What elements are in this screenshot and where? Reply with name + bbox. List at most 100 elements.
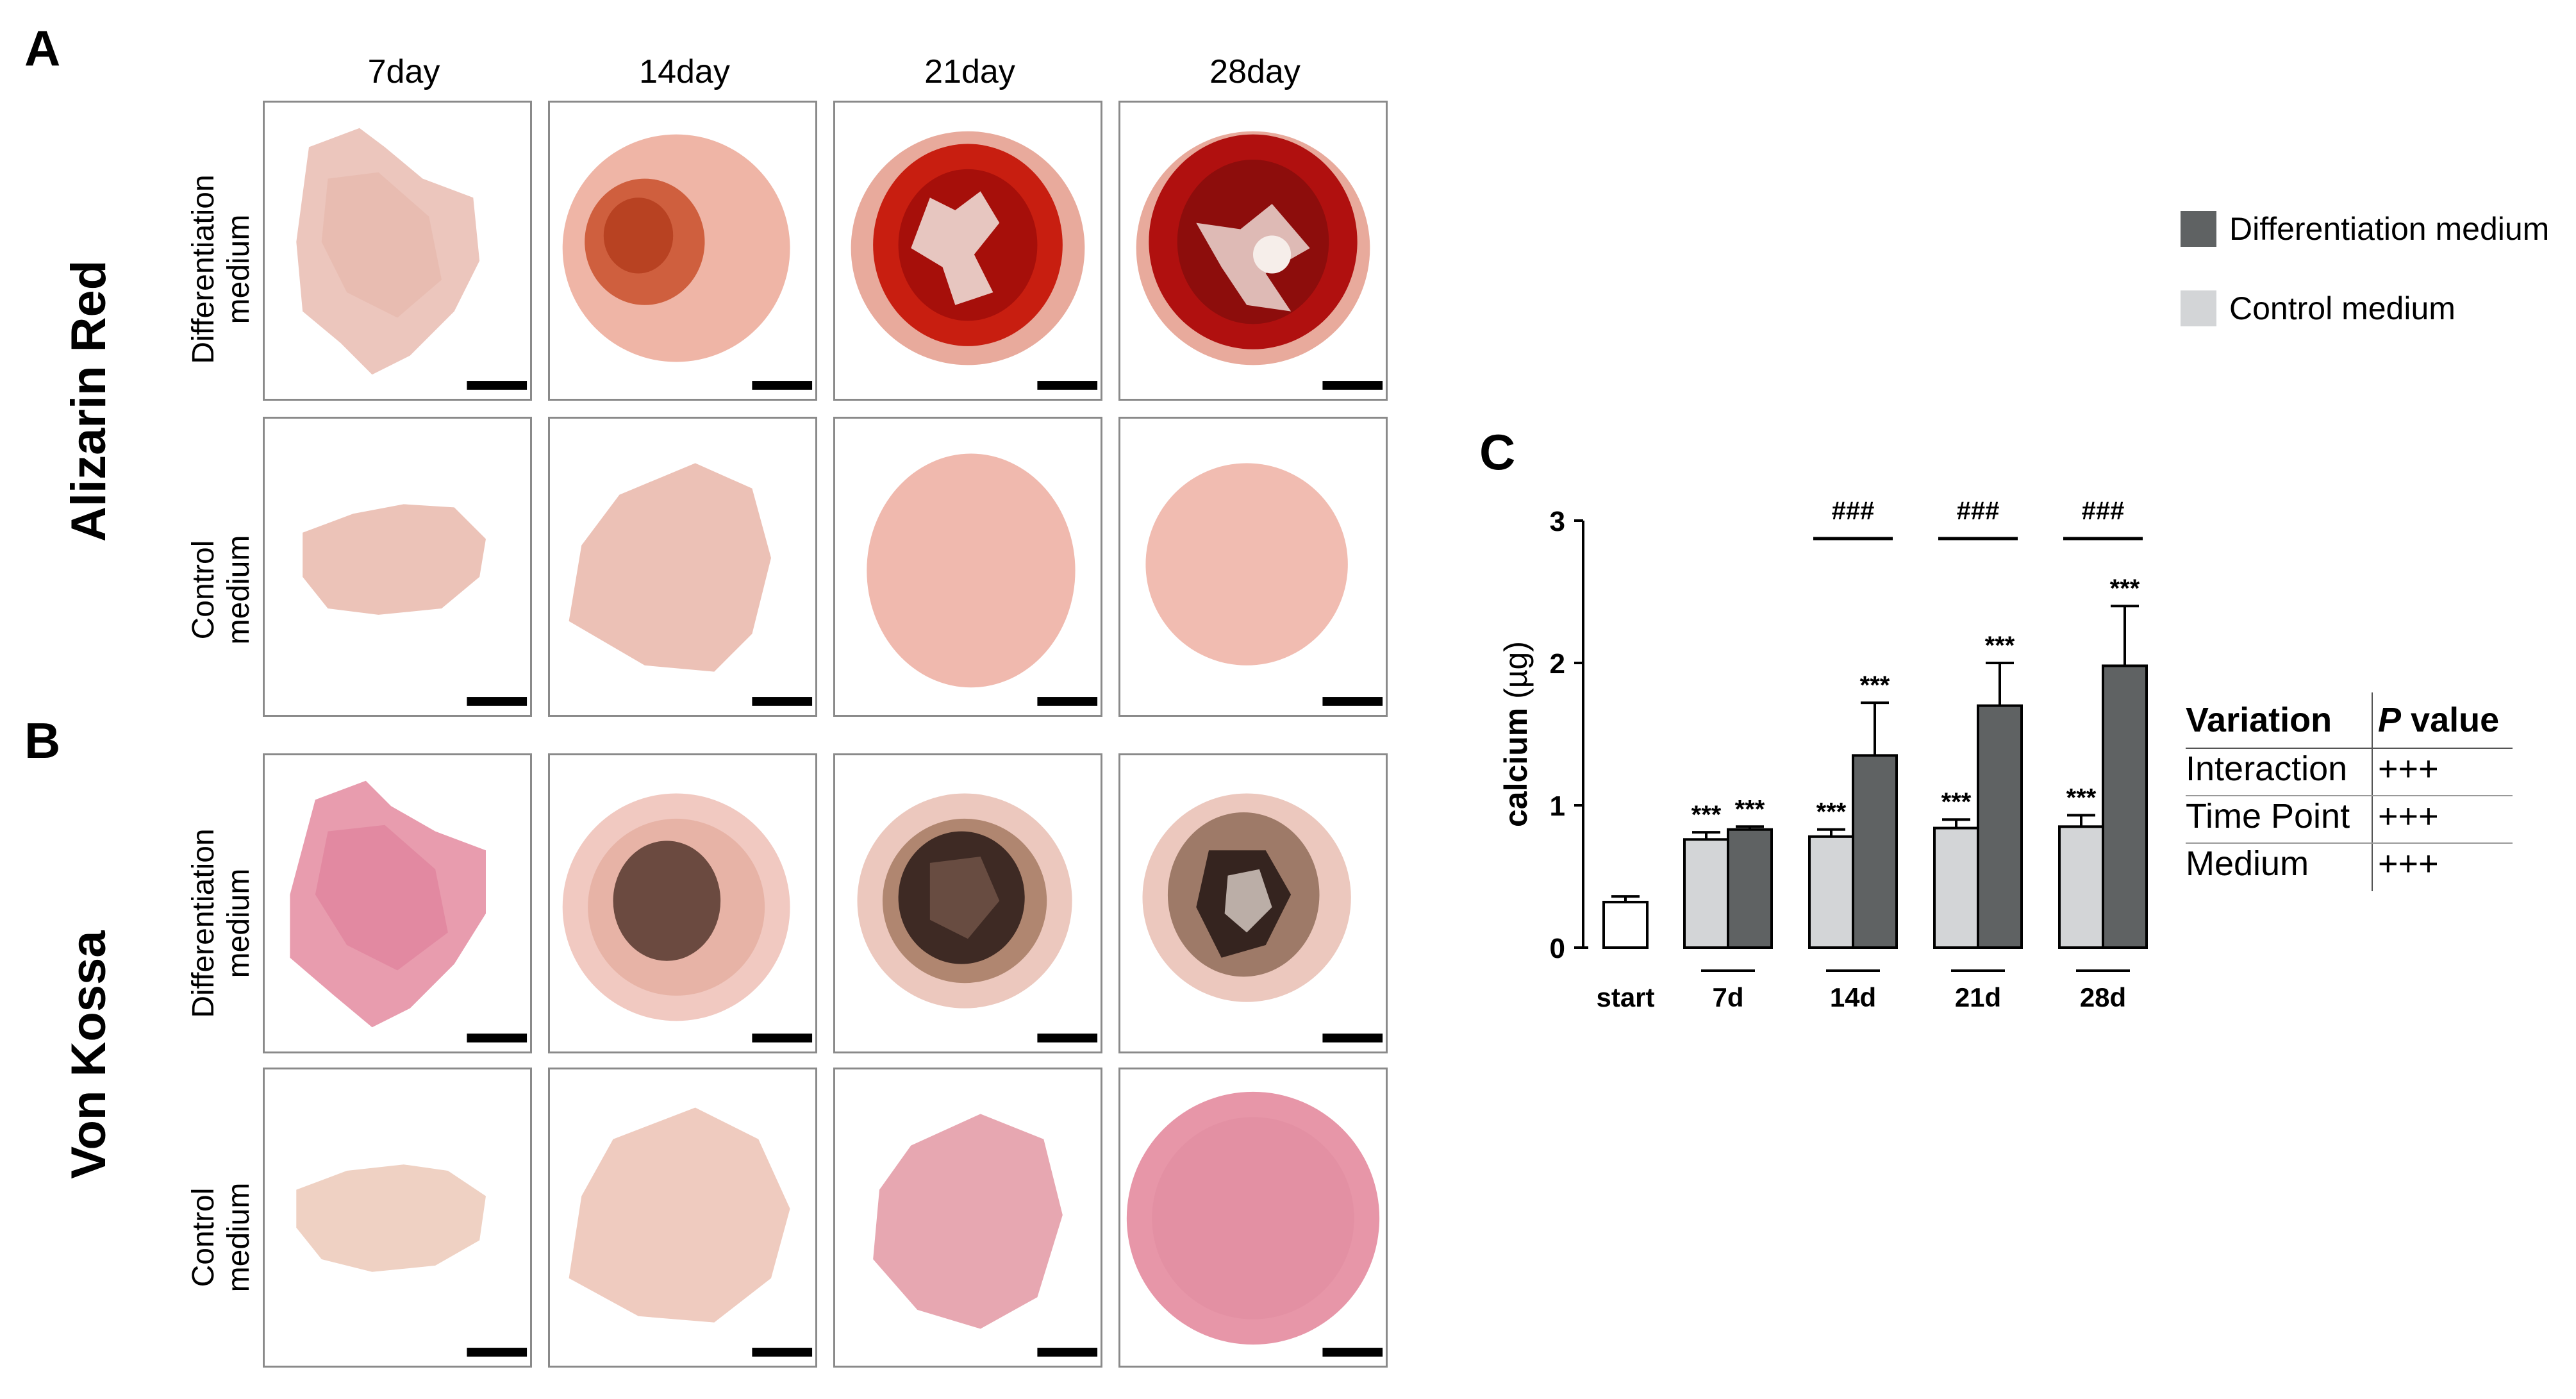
tissue-section-image <box>1142 793 1383 1043</box>
tissue-section-image <box>569 463 813 706</box>
row-label-vonkossa-control: Control medium <box>186 1122 263 1353</box>
p-italic: P <box>2378 701 2402 739</box>
tissue-section-image <box>296 1164 528 1357</box>
legend-item-differentiation: Differentiation medium <box>2181 210 2549 247</box>
bar-control-14d <box>1808 835 1854 950</box>
legend-item-control: Control medium <box>2181 290 2456 327</box>
tissue-section-image <box>303 504 528 706</box>
tissue-section-image <box>562 793 813 1043</box>
stats-header-pvalue: P value <box>2378 700 2499 740</box>
bar-control-28d <box>2058 825 2104 949</box>
sig-differentiation-28d: *** <box>2110 574 2140 603</box>
column-header-28day: 28day <box>1209 53 1300 90</box>
sig-differentiation-7d: *** <box>1735 795 1765 823</box>
legend-swatch-control <box>2181 290 2216 326</box>
row-label-line: Control <box>187 1187 220 1287</box>
tissue-section-image <box>1126 1091 1383 1357</box>
sig-control-7d: *** <box>1691 801 1722 829</box>
legend-label-control: Control medium <box>2229 290 2456 326</box>
p-rest: value <box>2401 701 2500 739</box>
column-header-21day: 21day <box>924 53 1015 90</box>
panel-label-a: A <box>24 20 61 76</box>
tissue-section-image <box>857 793 1098 1043</box>
pair-sig-14d: ### <box>1832 497 1875 525</box>
bar-differentiation-7d <box>1727 828 1773 949</box>
stats-table-hline <box>2186 795 2513 796</box>
sig-differentiation-14d: *** <box>1860 671 1890 700</box>
stats-table-hline <box>2186 842 2513 844</box>
sig-differentiation-21d: *** <box>1985 632 2015 660</box>
y-tick-label: 1 <box>1550 791 1565 822</box>
row-label-line: Differentiation <box>187 828 220 1018</box>
micrograph-vonkossa-ctrl-28day <box>1118 1068 1388 1368</box>
sig-control-14d: *** <box>1816 798 1847 826</box>
x-label-14d: 14d <box>1830 982 1876 1012</box>
micrograph-alizarin-diff-28day <box>1118 101 1388 401</box>
stats-table-hline <box>2186 748 2513 749</box>
micrograph-alizarin-ctrl-7day <box>263 417 532 717</box>
y-tick-label: 3 <box>1550 506 1565 537</box>
tissue-section-image <box>867 453 1098 706</box>
micrograph-alizarin-diff-14day <box>548 101 817 401</box>
y-axis-label-text: calcium <box>1498 708 1534 827</box>
sig-control-21d: *** <box>1941 788 1972 816</box>
row-label-vonkossa-differentiation: Differentiation medium <box>186 808 263 1039</box>
pair-sig-21d: ### <box>1957 497 2000 525</box>
tissue-section-image <box>1136 131 1383 390</box>
legend-swatch-differentiation <box>2181 211 2216 247</box>
column-header-14day: 14day <box>639 53 730 90</box>
y-tick-label: 0 <box>1550 933 1565 964</box>
micrograph-alizarin-ctrl-21day <box>833 417 1102 717</box>
tissue-section-image <box>873 1114 1098 1357</box>
bar-start <box>1602 900 1649 950</box>
stats-row-timepoint-p: +++ <box>2378 797 2439 835</box>
y-axis-label: calcium (µg) <box>1498 641 1534 827</box>
stain-title-alizarin-red: Alizarin Red <box>62 260 116 542</box>
micrograph-alizarin-diff-21day <box>833 101 1102 401</box>
bar-differentiation-28d <box>2102 664 2148 949</box>
stats-table: Variation P value Interaction +++ Time P… <box>2186 692 2519 904</box>
micrograph-alizarin-ctrl-14day <box>548 417 817 717</box>
row-label-line: medium <box>222 868 256 978</box>
x-label-7d: 7d <box>1712 982 1743 1012</box>
tissue-section-image <box>562 134 813 390</box>
stats-row-timepoint-label: Time Point <box>2186 797 2350 835</box>
x-label-21d: 21d <box>1955 982 2001 1012</box>
x-label-28d: 28d <box>2080 982 2126 1012</box>
stats-row-medium-label: Medium <box>2186 844 2309 883</box>
bar-differentiation-14d <box>1852 754 1898 949</box>
bar-differentiation-21d <box>1977 704 2023 949</box>
stats-row-interaction-label: Interaction <box>2186 750 2348 788</box>
panel-label-b: B <box>24 712 61 769</box>
stats-row-medium-p: +++ <box>2378 844 2439 883</box>
stain-title-von-kossa: Von Kossa <box>62 930 116 1179</box>
calcium-bar-chart: 0 1 2 3 calcium (µg) start *** *** 7d *** *** 14d ##… <box>1498 497 2148 1012</box>
sig-control-28d: *** <box>2066 784 2097 812</box>
row-label-line: Differentiation <box>187 174 220 364</box>
micrograph-vonkossa-diff-14day <box>548 753 817 1053</box>
micrograph-vonkossa-ctrl-21day <box>833 1068 1102 1368</box>
row-label-line: medium <box>222 535 256 645</box>
x-label-start: start <box>1596 982 1654 1012</box>
micrograph-vonkossa-ctrl-14day <box>548 1068 817 1368</box>
micrograph-vonkossa-diff-7day <box>263 753 532 1053</box>
y-tick-label: 2 <box>1550 648 1565 680</box>
tissue-section-image <box>290 780 528 1043</box>
column-header-7day: 7day <box>367 53 440 90</box>
micrograph-vonkossa-diff-21day <box>833 753 1102 1053</box>
tissue-section-image <box>851 131 1098 390</box>
stats-header-variation: Variation <box>2186 701 2332 739</box>
row-label-line: medium <box>222 1182 256 1293</box>
row-label-alizarin-control: Control medium <box>186 474 263 705</box>
micrograph-alizarin-ctrl-28day <box>1118 417 1388 717</box>
tissue-section-image <box>1145 463 1383 706</box>
stats-table-vline <box>2372 692 2373 891</box>
tissue-section-image <box>296 128 528 390</box>
row-label-line: medium <box>222 214 256 324</box>
y-axis-label-unit: (µg) <box>1498 641 1534 708</box>
pair-sig-28d: ### <box>2082 497 2125 525</box>
panel-label-c: C <box>1479 424 1516 480</box>
micrograph-vonkossa-ctrl-7day <box>263 1068 532 1368</box>
stats-row-interaction-p: +++ <box>2378 750 2439 788</box>
legend-label-differentiation: Differentiation medium <box>2229 211 2550 247</box>
